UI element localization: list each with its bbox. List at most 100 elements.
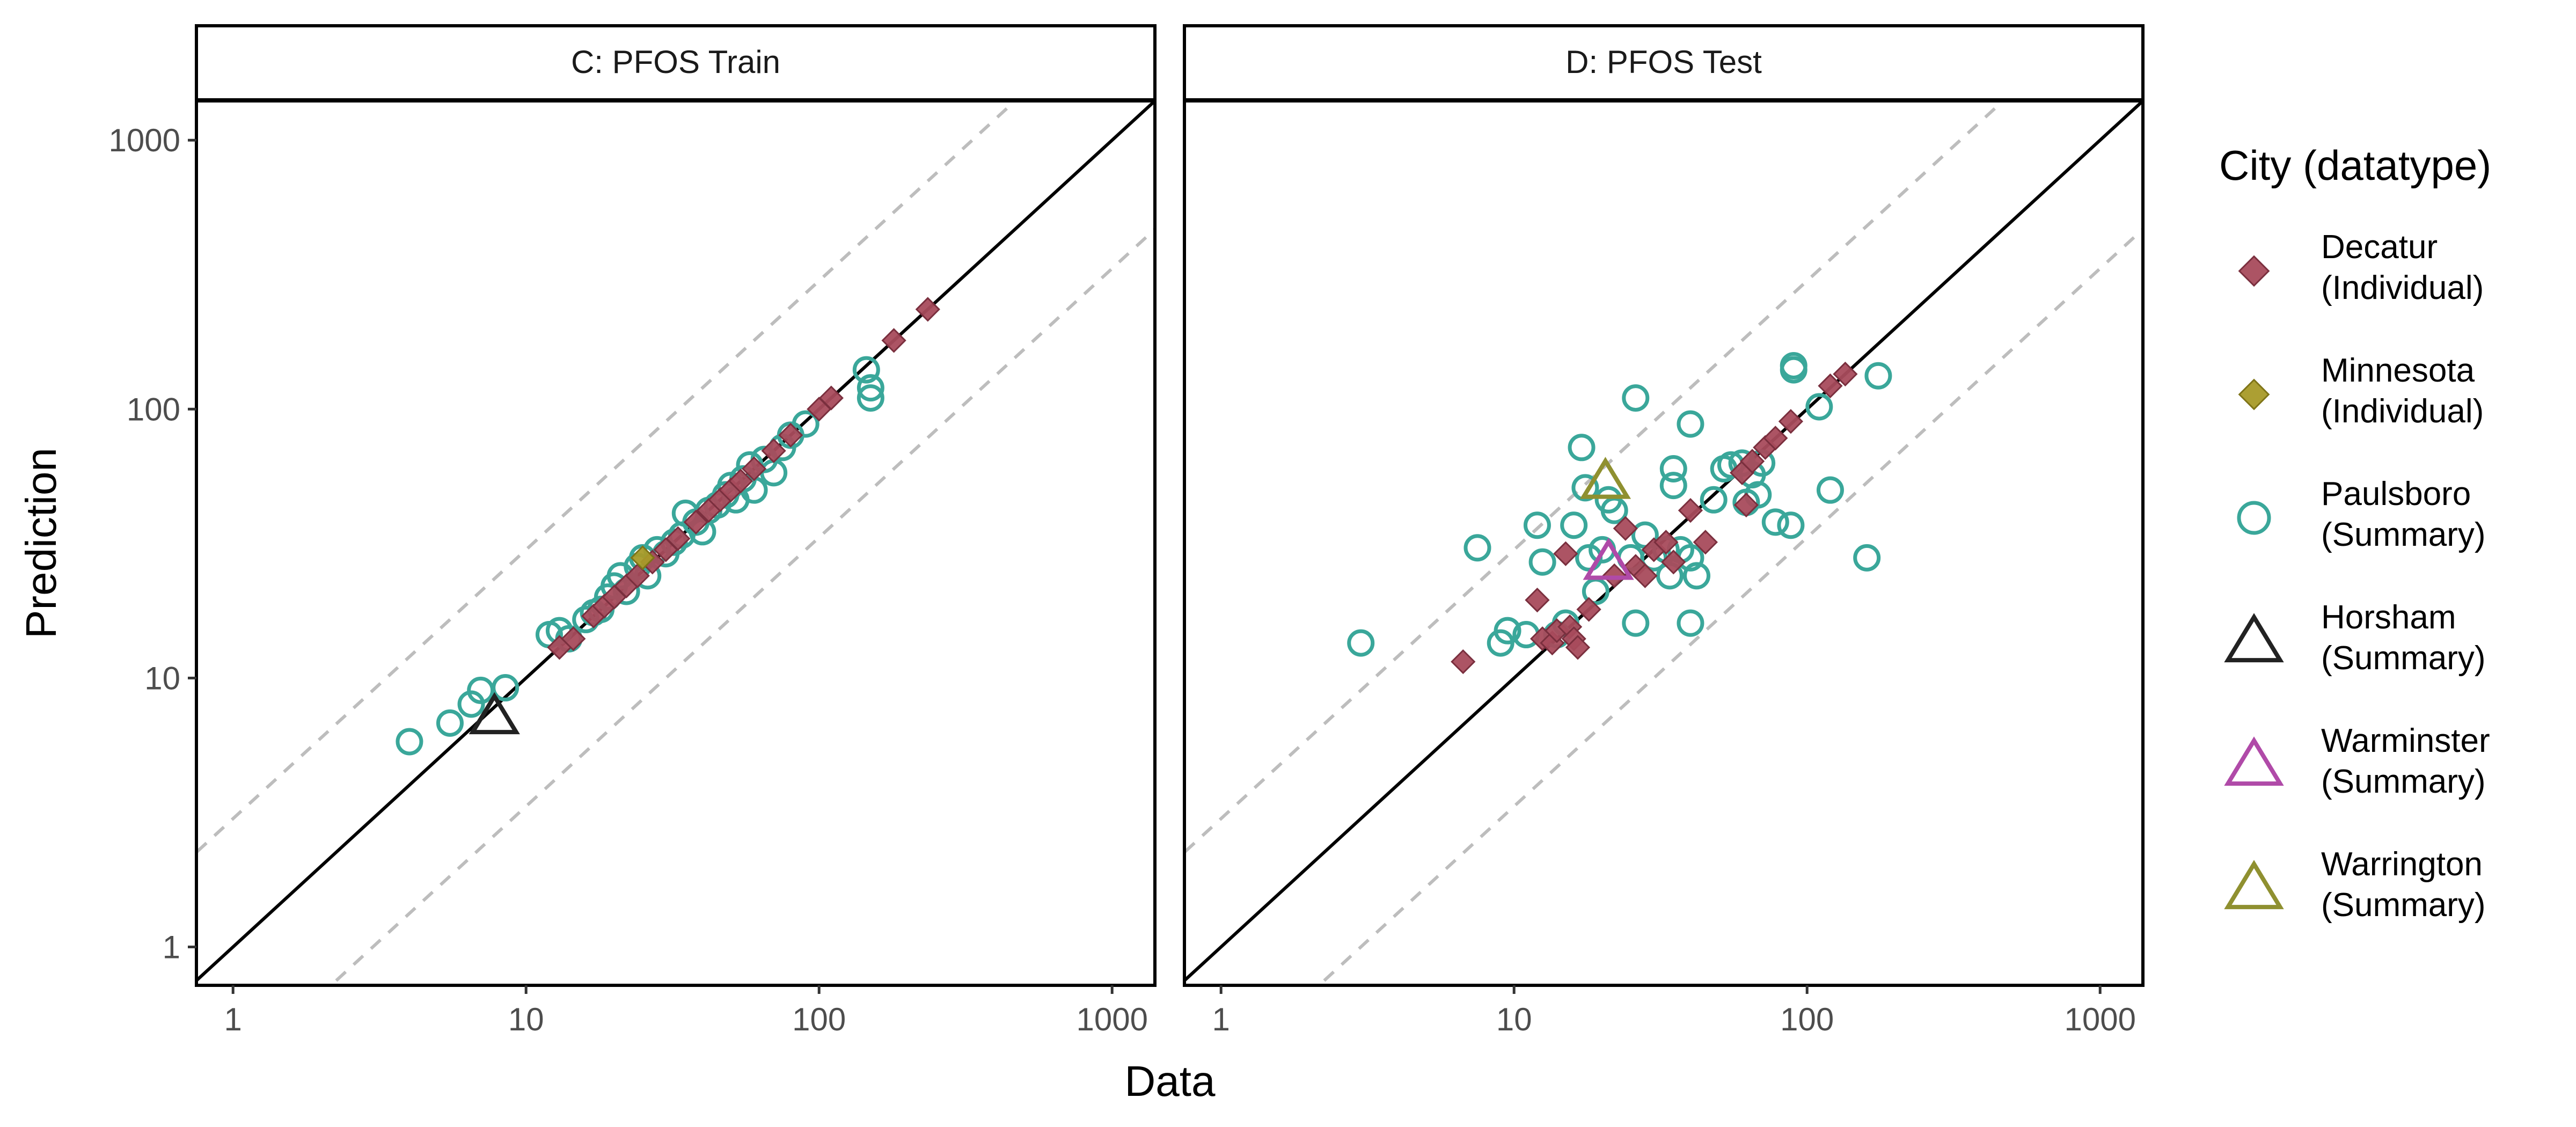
decatur-point bbox=[728, 469, 753, 494]
paulsboro-point bbox=[436, 709, 464, 737]
paulsboro-point bbox=[1805, 393, 1833, 421]
legend-item-minnesota: Minnesota (Individual) bbox=[2238, 352, 2484, 430]
decatur-point bbox=[1678, 497, 1703, 523]
legend-sublabel: (Individual) bbox=[2321, 393, 2484, 430]
decatur-point bbox=[761, 438, 786, 464]
legend-label: Paulsboro bbox=[2321, 475, 2471, 513]
fold-guide-line bbox=[328, 227, 1155, 985]
paulsboro-point bbox=[1568, 434, 1596, 462]
legend-sublabel: (Summary) bbox=[2321, 516, 2486, 553]
panel-title: D: PFOS Test bbox=[1565, 44, 1762, 80]
paulsboro-point bbox=[1571, 474, 1599, 502]
legend-item-decatur: Decatur(Individual) bbox=[2238, 229, 2484, 306]
paulsboro-point bbox=[1622, 609, 1650, 637]
panel-test: D: PFOS Test bbox=[1183, 24, 2145, 987]
legend-title: City (datatype) bbox=[2219, 142, 2491, 189]
decatur-point bbox=[778, 422, 803, 448]
paulsboro-point bbox=[1494, 617, 1521, 645]
x-tick-label: 10 bbox=[1496, 1001, 1532, 1037]
axes: 1 10 100 1000 1 10 100 1000 1 10 100 1000 bbox=[109, 122, 2136, 1037]
panel-frame bbox=[195, 99, 1157, 987]
legend-key-warminster bbox=[2224, 736, 2284, 786]
warminster-point bbox=[1583, 538, 1634, 580]
legend-sublabel: (Summary) bbox=[2321, 763, 2486, 800]
panel-strip bbox=[195, 24, 1157, 101]
decatur-point bbox=[1653, 530, 1679, 555]
paulsboro-point bbox=[1864, 362, 1892, 390]
paulsboro-point bbox=[1560, 511, 1588, 539]
decatur-point bbox=[561, 626, 586, 652]
fold-guide-line bbox=[1184, 101, 2006, 855]
decatur-point bbox=[1565, 635, 1591, 660]
decatur-point bbox=[625, 563, 650, 589]
plot-area bbox=[1184, 101, 2143, 985]
legend-key-horsham bbox=[2224, 613, 2284, 663]
y-axis-label: Prediction bbox=[17, 448, 65, 639]
legend-key-warrington bbox=[2224, 860, 2284, 910]
paulsboro-point bbox=[1816, 476, 1844, 504]
legend-item-warminster: Warminster (Summary) bbox=[2224, 722, 2490, 800]
decatur-point bbox=[818, 385, 844, 411]
legend-item-paulsboro: Paulsboro(Summary) bbox=[2237, 475, 2486, 553]
x-tick-label: 1000 bbox=[2064, 1001, 2135, 1037]
legend-label: Warrington bbox=[2321, 846, 2483, 883]
y-tick-label: 1000 bbox=[109, 122, 180, 158]
decatur-point bbox=[1613, 516, 1638, 541]
decatur-point bbox=[1818, 373, 1843, 399]
paulsboro-point bbox=[857, 384, 884, 412]
y-tick-label: 10 bbox=[144, 660, 180, 696]
decatur-point bbox=[1553, 541, 1578, 566]
paulsboro-point bbox=[457, 690, 485, 718]
x-tick-label: 10 bbox=[508, 1001, 544, 1037]
paulsboro-point bbox=[1761, 508, 1789, 536]
legend-item-warrington: Warrington (Summary) bbox=[2224, 846, 2486, 924]
decatur-point bbox=[665, 526, 691, 551]
legend-key-paulsboro bbox=[2237, 501, 2271, 535]
x-tick-label: 1000 bbox=[1076, 1001, 1147, 1037]
legend-key-decatur bbox=[2238, 255, 2270, 287]
x-axis-label: Data bbox=[1125, 1057, 1216, 1105]
decatur-point bbox=[1693, 530, 1718, 555]
decatur-point bbox=[881, 328, 906, 353]
panel-frame bbox=[1183, 99, 2145, 987]
decatur-point bbox=[1633, 563, 1658, 589]
legend-item-horsham: Horsham (Summary) bbox=[2224, 599, 2486, 677]
legend-sublabel: (Individual) bbox=[2321, 269, 2484, 306]
decatur-point bbox=[1833, 361, 1858, 387]
panel-train: C: PFOS Train bbox=[195, 24, 1157, 987]
paulsboro-point bbox=[1677, 609, 1704, 637]
plot-area bbox=[196, 101, 1155, 985]
x-tick-label: 100 bbox=[792, 1001, 846, 1037]
y-tick-label: 1 bbox=[163, 930, 180, 965]
decatur-point bbox=[1739, 449, 1765, 474]
legend-sublabel: (Summary) bbox=[2321, 887, 2486, 924]
decatur-point bbox=[1525, 587, 1550, 613]
decatur-point bbox=[1576, 597, 1601, 622]
legend-sublabel: (Summary) bbox=[2321, 640, 2486, 677]
decatur-point bbox=[1451, 649, 1476, 675]
horsham-point bbox=[469, 692, 520, 735]
decatur-point bbox=[1733, 492, 1759, 518]
decatur-point bbox=[683, 509, 708, 535]
paulsboro-point bbox=[1683, 562, 1711, 590]
decatur-point bbox=[741, 456, 767, 481]
y-tick-label: 100 bbox=[127, 391, 180, 427]
x-tick-label: 100 bbox=[1780, 1001, 1834, 1037]
decatur-point bbox=[915, 297, 940, 322]
legend-label: Warminster bbox=[2321, 722, 2490, 759]
fold-guide-line bbox=[196, 101, 1018, 855]
decatur-point bbox=[1778, 409, 1804, 434]
legend-label: Decatur bbox=[2321, 229, 2438, 266]
paulsboro-point bbox=[1780, 356, 1807, 384]
panel-strip bbox=[1183, 24, 2145, 101]
paulsboro-point bbox=[1659, 472, 1687, 500]
paulsboro-point bbox=[857, 374, 884, 402]
paulsboro-point bbox=[492, 674, 519, 702]
paulsboro-point bbox=[1659, 455, 1687, 482]
x-tick-label: 1 bbox=[1212, 1001, 1230, 1037]
legend: City (datatype) Decatur(Individual)Minne… bbox=[2219, 142, 2491, 924]
legend-label: Minnesota bbox=[2321, 352, 2475, 389]
decatur-point bbox=[1661, 550, 1686, 575]
paulsboro-point bbox=[1622, 384, 1650, 412]
fold-guide-line bbox=[1316, 227, 2143, 985]
